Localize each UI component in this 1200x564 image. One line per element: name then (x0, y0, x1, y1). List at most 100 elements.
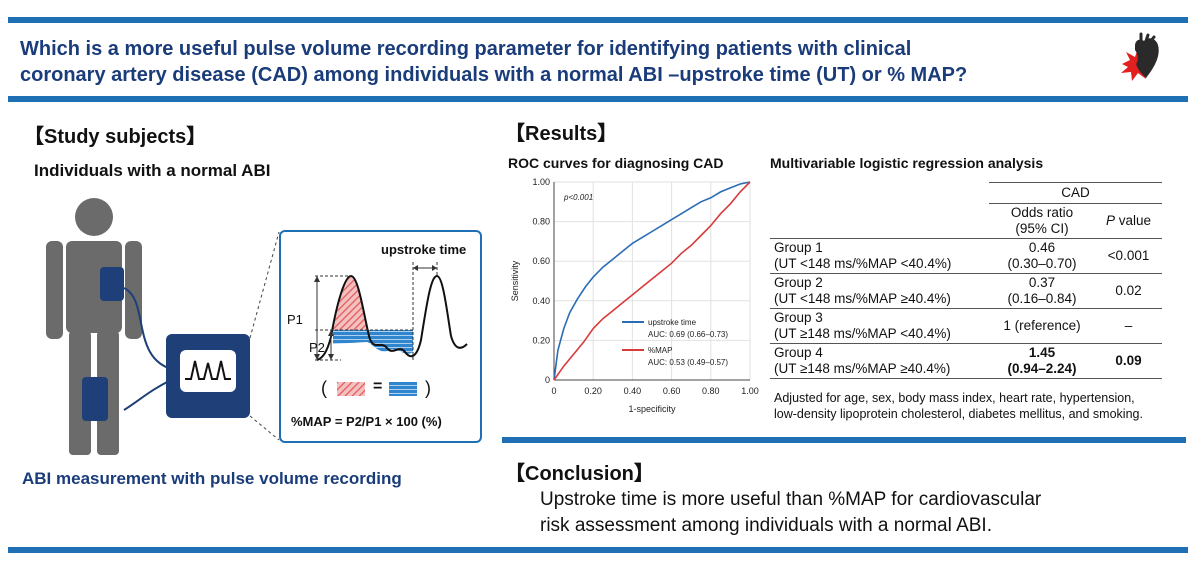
x-tick-label: 0.80 (702, 386, 720, 396)
p-value-header: P value (1095, 204, 1162, 239)
p2-label: P2 (309, 340, 325, 355)
page-title: Which is a more useful pulse volume reco… (20, 36, 1110, 88)
person-left-leg (69, 331, 91, 455)
zoom-lines (249, 231, 280, 441)
table-header-row-outcome: CAD (770, 182, 1162, 204)
study-subjects-heading: 【Study subjects】 (24, 126, 207, 148)
y-tick-label: 1.00 (532, 177, 550, 187)
odds-ratio: 1 (reference) (1003, 318, 1081, 333)
p-italic: P (1105, 213, 1115, 228)
x-axis-label: 1-specificity (628, 404, 676, 414)
waveform-inset: upstroke time P1 P2 ( = ) %MAP = P2/P1 ×… (279, 230, 482, 443)
study-subjects-subheading: Individuals with a normal ABI (34, 161, 271, 180)
ci: (0.94–2.24) (1007, 361, 1077, 376)
person-left-arm (46, 241, 63, 339)
y-axis-label: Sensitivity (510, 260, 520, 301)
table-row: Group 4 (UT ≥148 ms/%MAP ≥40.4%) 1.45 (0.9… (770, 344, 1162, 379)
top-rule (8, 17, 1188, 23)
area-equality: ( = ) (321, 378, 441, 400)
x-tick-label: 0 (551, 386, 556, 396)
group-def: (UT ≥148 ms/%MAP <40.4%) (774, 326, 951, 341)
blue-area (333, 330, 413, 354)
person-right-arm (125, 241, 142, 339)
group-name: Group 4 (774, 345, 823, 360)
p-value: 0.02 (1115, 283, 1142, 298)
results-heading: 【Results】 (505, 123, 618, 145)
odds-ratio-header-line2: (95% CI) (1015, 221, 1069, 236)
y-tick-label: 0.60 (532, 256, 550, 266)
p-value: <0.001 (1107, 248, 1150, 263)
group-name: Group 3 (774, 310, 823, 325)
abi-caption: ABI measurement with pulse volume record… (22, 469, 402, 488)
roc-chart: 00 0.20 0.20 0.40 0.40 0.60 0.60 0.80 0.80 1.00 1.… (510, 177, 759, 414)
waveform-line (316, 274, 468, 361)
patient-figure (46, 198, 142, 455)
x-tick-label: 0.20 (584, 386, 602, 396)
map-formula: %MAP = P2/P1 × 100 (%) (291, 414, 442, 429)
adjustment-note-line2: low-density lipoprotein cholesterol, dia… (774, 407, 1143, 421)
roc-series-line (553, 181, 751, 381)
odds-ratio-header: Odds ratio (95% CI) (989, 204, 1095, 239)
red-hatch-swatch (337, 382, 365, 396)
title-line-1: Which is a more useful pulse volume reco… (20, 38, 912, 60)
pulse-waveform (314, 262, 468, 361)
ankle-cuff (82, 377, 108, 421)
x-tick-label: 0.60 (663, 386, 681, 396)
adjustment-note: Adjusted for age, sex, body mass index, … (774, 390, 1143, 422)
roc-title: ROC curves for diagnosing CAD (508, 155, 724, 171)
y-tick-label: 0.80 (532, 217, 550, 227)
odds-ratio-header-line1: Odds ratio (1010, 205, 1074, 220)
conclusion-heading: 【Conclusion】 (505, 463, 654, 485)
group-name: Group 2 (774, 275, 823, 290)
group-def: (UT <148 ms/%MAP ≥40.4%) (774, 291, 951, 306)
title-line-2: coronary artery disease (CAD) among indi… (20, 64, 968, 86)
adjustment-note-line1: Adjusted for age, sex, body mass index, … (774, 391, 1135, 405)
open-paren: ( (321, 378, 327, 398)
person-head (75, 198, 113, 236)
y-tick-label: 0 (545, 375, 550, 385)
results-rule (502, 437, 1186, 443)
table-header-row-columns: Odds ratio (95% CI) P value (770, 204, 1162, 239)
upstroke-time-label: upstroke time (381, 242, 467, 257)
regression-title: Multivariable logistic regression analys… (770, 155, 1044, 171)
outcome-header: CAD (988, 182, 1162, 204)
waveform-screen-icon (180, 350, 236, 392)
legend-auc: AUC: 0.53 (0.49–0.57) (648, 358, 728, 367)
p-value: – (1124, 318, 1133, 333)
title-rule (8, 96, 1188, 102)
odds-ratio: 0.37 (1028, 275, 1056, 290)
table-row: Group 2 (UT <148 ms/%MAP ≥40.4%) 0.37 (0.1… (770, 274, 1162, 309)
person-torso (66, 241, 122, 333)
ci: (0.30–0.70) (1007, 256, 1077, 271)
ci: (0.16–0.84) (1007, 291, 1077, 306)
equal-sign: = (373, 378, 383, 395)
close-paren: ) (425, 378, 431, 398)
heart-attack-icon (1121, 32, 1159, 81)
y-tick-label: 0.40 (532, 296, 550, 306)
roc-series-line (553, 181, 751, 381)
group-def: (UT <148 ms/%MAP <40.4%) (774, 256, 952, 271)
bottom-rule (8, 547, 1188, 553)
blue-swatch (389, 382, 417, 396)
conclusion-line-1: Upstroke time is more useful than %MAP f… (540, 489, 1042, 510)
group-def: (UT ≥148 ms/%MAP ≥40.4%) (774, 361, 951, 376)
hatched-area (333, 276, 367, 330)
table-row: Group 1 (UT <148 ms/%MAP <40.4%) 0.46 (0.3… (770, 239, 1162, 274)
odds-ratio: 0.46 (1028, 240, 1056, 255)
regression-table: CAD Odds ratio (95% CI) P value Group 1(… (770, 182, 1162, 379)
table-row: Group 3 (UT ≥148 ms/%MAP <40.4%) 1 (refer… (770, 309, 1162, 344)
p1-label: P1 (287, 312, 303, 327)
legend-auc: AUC: 0.69 (0.66–0.73) (648, 330, 728, 339)
odds-ratio: 1.45 (1028, 345, 1056, 360)
group-name: Group 1 (774, 240, 823, 255)
conclusion-line-2: risk assessment among individuals with a… (540, 515, 992, 536)
x-tick-label: 0.40 (624, 386, 642, 396)
y-tick-label: 0.20 (532, 335, 550, 345)
p-value-rest: value (1115, 213, 1152, 228)
legend-label: %MAP (648, 346, 672, 355)
arm-cuff (100, 267, 124, 301)
p-value: 0.09 (1115, 353, 1142, 368)
x-tick-label: 1.00 (741, 386, 759, 396)
p-value-annotation: p<0.001 (563, 193, 593, 202)
legend-label: upstroke time (648, 318, 697, 327)
